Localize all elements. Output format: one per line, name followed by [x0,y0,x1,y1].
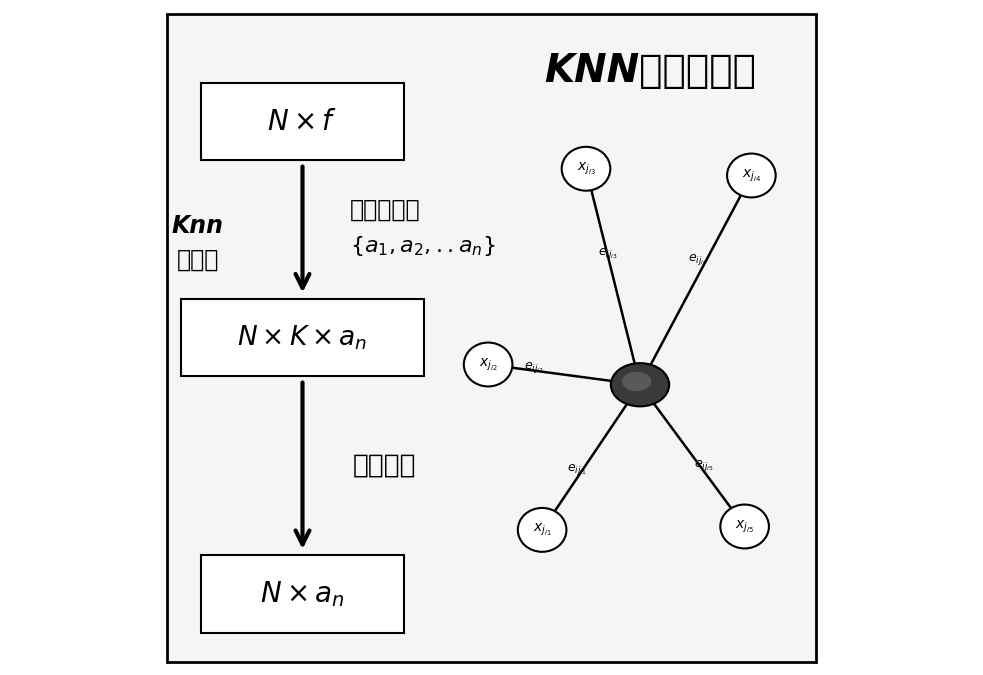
Ellipse shape [464,343,512,386]
Text: $e_{ij_{i1}}$: $e_{ij_{i1}}$ [567,462,587,477]
Ellipse shape [727,154,776,197]
FancyBboxPatch shape [167,14,816,662]
Text: $x_{j_{i3}}$: $x_{j_{i3}}$ [577,161,596,177]
Text: 最大池化: 最大池化 [353,453,417,479]
Ellipse shape [721,505,769,548]
Text: Knn: Knn [172,214,224,238]
FancyBboxPatch shape [202,83,404,161]
FancyBboxPatch shape [202,555,404,633]
Ellipse shape [561,147,610,191]
Text: $N\times K\times a_n$: $N\times K\times a_n$ [237,323,368,352]
Text: $x_{j_{i4}}$: $x_{j_{i4}}$ [742,167,761,184]
Text: $x_{j_{i1}}$: $x_{j_{i1}}$ [533,522,551,538]
Text: $\{a_1,a_2,..a_n\}$: $\{a_1,a_2,..a_n\}$ [350,234,495,259]
Text: $x_{j_{i5}}$: $x_{j_{i5}}$ [735,518,754,535]
Ellipse shape [610,363,669,406]
FancyBboxPatch shape [181,298,424,377]
Text: $N\times a_n$: $N\times a_n$ [260,579,345,609]
Ellipse shape [622,372,651,391]
Text: $x_{j_{i2}}$: $x_{j_{i2}}$ [479,356,497,373]
Text: $e_{ij_{i4}}$: $e_{ij_{i4}}$ [687,252,707,267]
Text: $e_{ij_{i3}}$: $e_{ij_{i3}}$ [598,246,617,261]
Text: $e_{ij_{i5}}$: $e_{ij_{i5}}$ [694,458,714,473]
Ellipse shape [518,508,566,552]
Text: KNN图卷积模块: KNN图卷积模块 [545,52,756,90]
Text: 图卷积: 图卷积 [177,248,219,272]
Text: $e_{ij_{i2}}$: $e_{ij_{i2}}$ [524,360,544,375]
Text: $N\times f$: $N\times f$ [267,107,337,136]
Text: 多层感知器: 多层感知器 [350,197,421,221]
